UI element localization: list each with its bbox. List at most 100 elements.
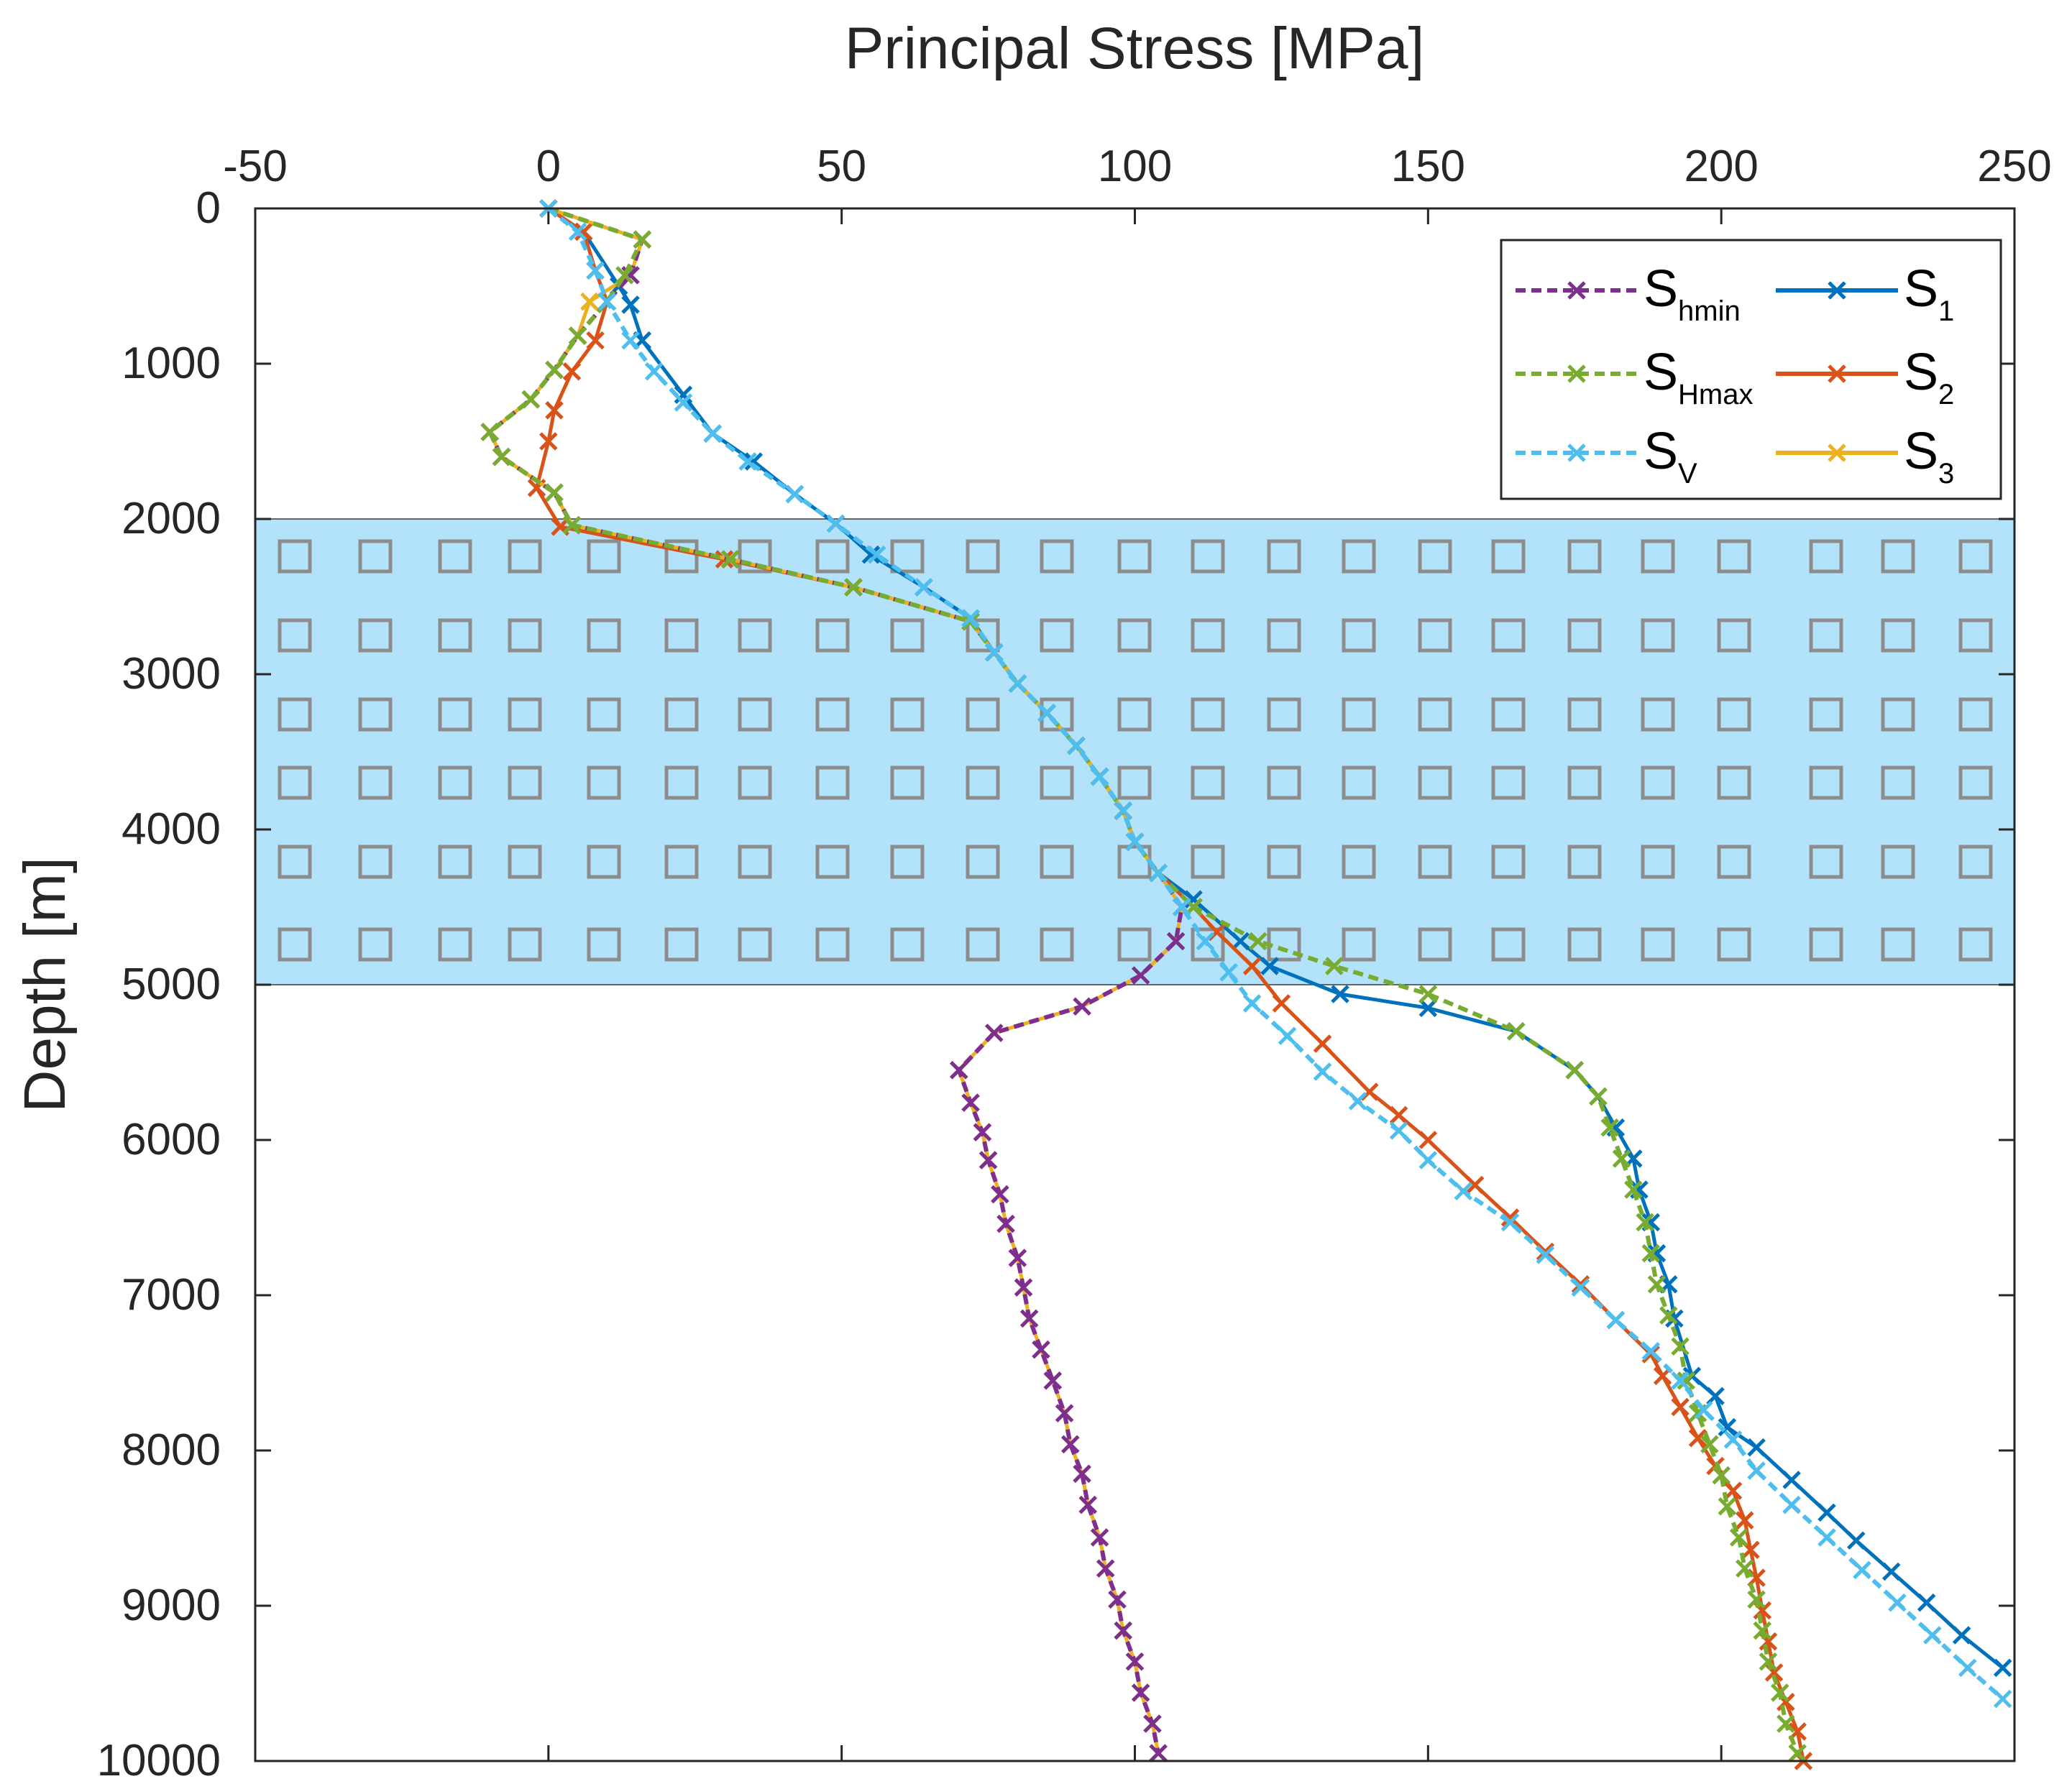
zone-marker	[1491, 539, 1526, 574]
zone-marker	[1040, 845, 1074, 879]
zone-marker	[508, 539, 542, 574]
y-tick-label: 9000	[122, 1581, 221, 1630]
data-point-sv	[674, 393, 693, 412]
data-point-sv	[597, 292, 617, 311]
zone-marker	[966, 618, 1000, 653]
zone-marker	[1881, 765, 1915, 800]
data-point-sv	[1888, 1593, 1907, 1612]
zone-marker	[815, 927, 850, 962]
zone-marker	[1267, 845, 1301, 879]
zone-marker	[508, 845, 542, 879]
zone-marker	[278, 845, 312, 879]
zone-marker	[815, 697, 850, 732]
data-point-shmax	[492, 447, 511, 466]
zone-marker	[1717, 618, 1751, 653]
zone-marker	[1809, 765, 1843, 800]
zone-marker	[1191, 539, 1225, 574]
zone-marker	[1117, 927, 1152, 962]
zone-marker	[1491, 927, 1526, 962]
data-point-shmin	[991, 1185, 1009, 1204]
data-point-s2	[1242, 957, 1262, 975]
data-point-sv	[1853, 1560, 1871, 1580]
data-point-shmin	[1114, 1621, 1132, 1640]
y-tick-label: 4000	[122, 804, 221, 854]
data-point-shmin	[1043, 1371, 1063, 1390]
data-point-sv	[1606, 1310, 1626, 1330]
data-point-shmin	[1073, 1464, 1091, 1484]
data-point-sv	[1008, 674, 1027, 693]
data-point-shmin	[961, 1093, 980, 1112]
zone-marker	[815, 845, 850, 879]
data-point-s1	[621, 295, 640, 314]
legend-label-main: S	[1644, 344, 1678, 401]
data-point-shmax	[1641, 1243, 1661, 1263]
zone-marker	[890, 845, 925, 879]
data-point-sv	[1090, 767, 1109, 786]
data-point-sv	[1454, 1182, 1473, 1201]
legend-label: S1	[1904, 260, 1954, 327]
zone-marker	[1117, 539, 1152, 574]
zone-marker	[278, 927, 312, 962]
zone-marker	[890, 618, 925, 653]
data-point-sv	[1037, 704, 1056, 722]
zone-marker	[1418, 765, 1452, 800]
zone-marker	[966, 765, 1000, 800]
data-point-sv	[621, 331, 640, 350]
data-point-sv	[586, 261, 605, 280]
zone-marker	[508, 927, 542, 962]
zone-marker	[1191, 927, 1225, 962]
data-point-s2	[1465, 1175, 1485, 1195]
zone-marker	[1117, 765, 1152, 800]
x-tick-label: 50	[817, 142, 866, 191]
zone-marker	[1191, 618, 1225, 653]
zone-marker	[508, 618, 542, 653]
legend-marker	[1567, 364, 1586, 383]
legend-label: Shmin	[1644, 260, 1741, 327]
data-point-shmin	[1019, 1309, 1039, 1328]
legend-item-s2: S2	[1776, 344, 1954, 410]
tick-labels: -50 0 50 100 150 200 2500100020003000400050006…	[97, 142, 2052, 1784]
zone-marker	[1717, 539, 1751, 574]
data-point-shmin	[1090, 1528, 1109, 1547]
zone-marker	[1958, 618, 1993, 653]
data-point-shmin	[1108, 1590, 1127, 1609]
data-point-sv	[1747, 1461, 1766, 1480]
legend-label-sub: 1	[1938, 295, 1954, 327]
y-tick-label: 3000	[122, 649, 221, 699]
data-point-shmax	[562, 515, 582, 535]
legend-label: S2	[1904, 344, 1954, 410]
zone-marker	[358, 845, 393, 879]
data-point-shmax	[844, 578, 863, 597]
data-point-sv	[1125, 832, 1145, 852]
data-point-s2	[1688, 1428, 1707, 1448]
data-point-s1	[1782, 1471, 1801, 1489]
data-point-s2	[586, 331, 605, 350]
data-point-shmax	[1659, 1306, 1678, 1325]
legend-item-shmax: SHmax	[1516, 344, 1753, 410]
data-point-sv	[826, 514, 845, 533]
data-point-sv	[1993, 1689, 2012, 1709]
data-point-sv	[644, 362, 664, 381]
data-point-sv	[1723, 1430, 1743, 1449]
zone-marker	[587, 697, 621, 732]
zone-marker	[438, 845, 472, 879]
x-axis-title: Principal Stress [MPa]	[845, 16, 1425, 81]
data-point-sv	[1219, 962, 1238, 982]
data-point-shmax	[1700, 1435, 1719, 1454]
zone-marker	[508, 765, 542, 800]
data-point-s2	[1500, 1208, 1520, 1227]
data-point-shmin	[1131, 966, 1150, 985]
data-point-s1	[1418, 998, 1438, 1018]
zone-marker	[1717, 845, 1751, 879]
shaded-zone-fill	[255, 518, 2015, 985]
zone-marker	[1717, 927, 1751, 962]
zone-marker	[1958, 539, 1993, 574]
zone-marker	[1342, 618, 1376, 653]
data-point-shmin	[1096, 1559, 1115, 1578]
data-point-shmax	[1729, 1528, 1748, 1547]
data-point-shmax	[1249, 932, 1268, 951]
data-point-sv	[1641, 1341, 1661, 1361]
legend-label: SHmax	[1644, 344, 1753, 410]
data-point-s2	[562, 362, 582, 381]
data-point-sv	[984, 643, 1004, 662]
